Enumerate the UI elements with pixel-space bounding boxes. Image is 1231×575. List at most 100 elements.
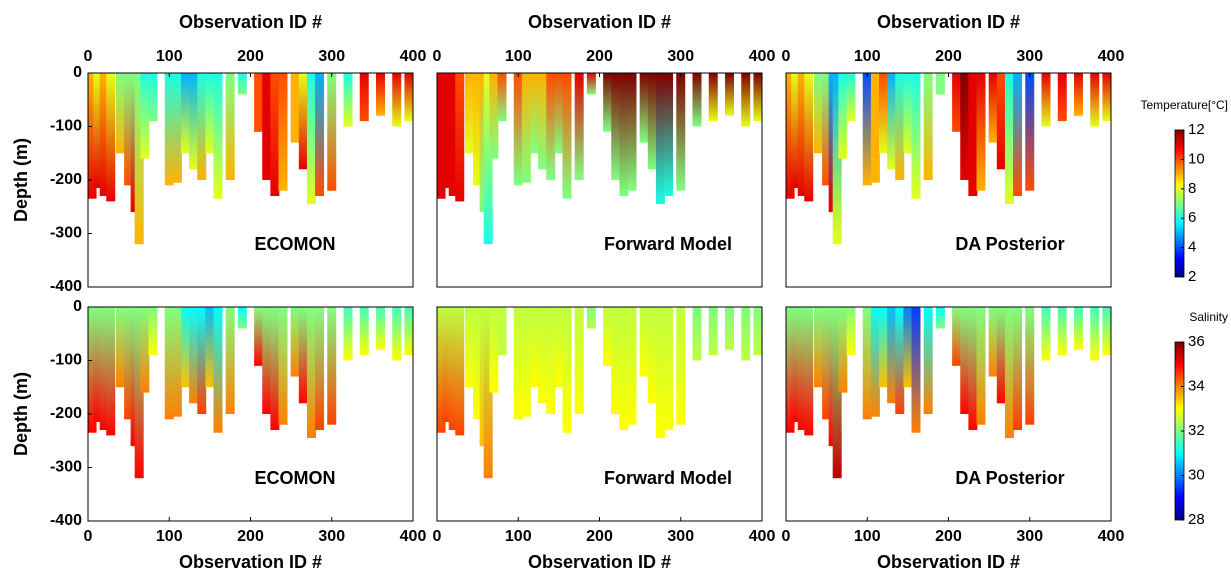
profile bbox=[574, 73, 584, 180]
colorbar-label: Temperature[°C] bbox=[1141, 98, 1229, 112]
x-tick-label: 100 bbox=[854, 528, 881, 545]
profile bbox=[99, 73, 109, 197]
x-tick-label: 400 bbox=[1098, 48, 1125, 65]
y-tick-label: 0 bbox=[73, 64, 82, 81]
profile bbox=[124, 307, 134, 420]
profile bbox=[879, 73, 888, 154]
profile bbox=[483, 73, 493, 245]
profile bbox=[976, 307, 986, 425]
profile bbox=[832, 73, 842, 245]
profile bbox=[87, 73, 97, 199]
profile bbox=[189, 73, 199, 170]
profile bbox=[1041, 73, 1051, 127]
x-tick-label: 0 bbox=[782, 48, 791, 65]
profile bbox=[814, 73, 823, 154]
profile bbox=[968, 307, 978, 431]
profile bbox=[442, 73, 452, 189]
x-tick-label: 0 bbox=[433, 528, 442, 545]
profile bbox=[708, 73, 718, 122]
profile bbox=[298, 307, 308, 404]
profile bbox=[664, 73, 674, 197]
profile bbox=[327, 73, 337, 191]
profile bbox=[804, 73, 814, 202]
profile bbox=[1102, 307, 1112, 356]
profile bbox=[903, 307, 913, 388]
profile bbox=[134, 73, 144, 245]
profile bbox=[343, 73, 353, 127]
y-tick-label: -100 bbox=[50, 352, 82, 369]
profile bbox=[225, 73, 235, 180]
y-axis-label: Depth (m) bbox=[11, 372, 31, 456]
profile bbox=[960, 73, 970, 180]
profile bbox=[483, 307, 493, 479]
profile bbox=[753, 307, 763, 356]
profile bbox=[448, 307, 458, 431]
profile bbox=[172, 307, 182, 417]
profile bbox=[574, 307, 584, 414]
profile bbox=[376, 73, 385, 116]
profile bbox=[442, 307, 452, 423]
profile bbox=[164, 307, 174, 420]
profile bbox=[290, 307, 300, 377]
y-tick-label: -200 bbox=[50, 171, 82, 188]
profile bbox=[538, 73, 548, 170]
panel-label: ECOMON bbox=[255, 234, 336, 254]
profile bbox=[1090, 307, 1100, 361]
profile bbox=[124, 73, 134, 186]
profile bbox=[197, 307, 207, 414]
profile bbox=[473, 307, 483, 420]
profile bbox=[315, 307, 325, 431]
x-tick-label: 100 bbox=[156, 528, 183, 545]
profile bbox=[664, 307, 674, 431]
profile bbox=[996, 73, 1006, 170]
colorbar-tick-label: 28 bbox=[1188, 511, 1205, 528]
profile bbox=[797, 73, 807, 197]
profile bbox=[546, 307, 556, 414]
profile bbox=[489, 307, 499, 393]
profile bbox=[996, 307, 1006, 404]
profile bbox=[655, 307, 665, 439]
profile bbox=[172, 73, 182, 183]
x-tick-label: 400 bbox=[749, 48, 776, 65]
profile bbox=[489, 73, 499, 159]
x-tick-label: 100 bbox=[854, 48, 881, 65]
profile bbox=[903, 73, 913, 154]
x-tick-label: 400 bbox=[400, 48, 427, 65]
profile bbox=[404, 73, 414, 122]
colorbar-tick-label: 10 bbox=[1188, 150, 1205, 167]
x-tick-label: 200 bbox=[935, 48, 962, 65]
profile bbox=[1013, 307, 1023, 431]
y-tick-label: 0 bbox=[73, 298, 82, 315]
profile bbox=[603, 307, 613, 366]
colorbar-tick-label: 8 bbox=[1188, 180, 1196, 197]
profile bbox=[923, 307, 933, 414]
profile bbox=[140, 73, 150, 159]
profile bbox=[960, 307, 970, 414]
colorbar-tick-label: 2 bbox=[1188, 268, 1196, 285]
x-tick-label: 400 bbox=[749, 528, 776, 545]
profile bbox=[521, 307, 531, 417]
x-tick-label: 200 bbox=[237, 48, 264, 65]
profile bbox=[546, 73, 556, 180]
profile bbox=[627, 307, 637, 425]
profile bbox=[814, 307, 823, 388]
panel-label: ECOMON bbox=[255, 468, 336, 488]
profile bbox=[270, 307, 280, 431]
panel-label: Forward Model bbox=[604, 468, 732, 488]
profile bbox=[262, 307, 272, 414]
profile bbox=[935, 307, 945, 329]
profile bbox=[655, 73, 665, 205]
profile bbox=[619, 307, 629, 431]
profile bbox=[676, 307, 686, 425]
profile bbox=[298, 73, 308, 170]
x-tick-label: 100 bbox=[505, 528, 532, 545]
profile bbox=[870, 73, 880, 183]
x-tick-label: 300 bbox=[318, 48, 345, 65]
profile bbox=[513, 307, 523, 420]
profile bbox=[554, 73, 564, 154]
profile bbox=[343, 307, 353, 361]
y-tick-label: -300 bbox=[50, 459, 82, 476]
profile bbox=[197, 73, 207, 180]
profile bbox=[497, 307, 507, 356]
profile bbox=[832, 307, 842, 479]
